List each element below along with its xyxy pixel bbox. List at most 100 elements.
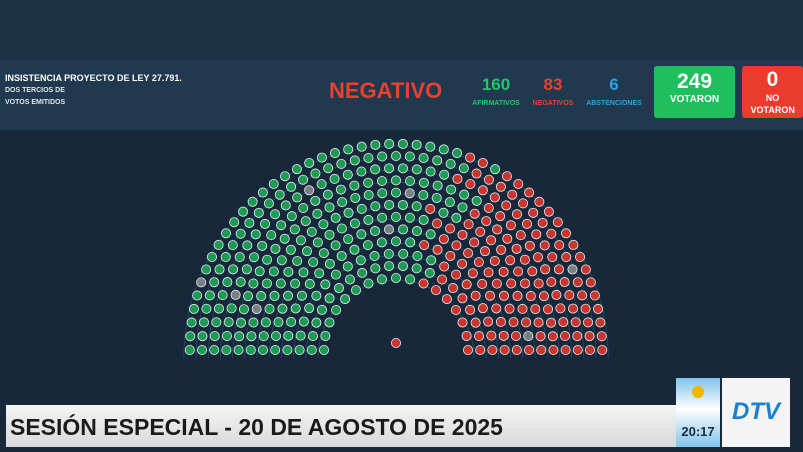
hemicycle [183, 138, 609, 359]
seat [437, 274, 448, 285]
seat [451, 269, 462, 280]
seat [221, 228, 232, 239]
seat [362, 240, 373, 251]
seat [572, 344, 583, 355]
seat [547, 331, 558, 342]
seat [431, 285, 442, 296]
seat [235, 228, 246, 239]
seat [314, 268, 325, 279]
seat [238, 206, 249, 217]
seat [448, 283, 459, 294]
seat [489, 256, 500, 267]
seat [511, 243, 522, 254]
seat [398, 248, 409, 259]
seat [283, 290, 294, 301]
seat [276, 255, 287, 266]
seat [483, 203, 494, 214]
seat [209, 344, 220, 355]
seat [269, 290, 280, 301]
seat [432, 218, 443, 229]
seat [441, 294, 452, 305]
seat [471, 168, 482, 179]
seat [477, 278, 488, 289]
seat [477, 303, 488, 314]
seat [211, 317, 222, 328]
seat [280, 200, 291, 211]
seat [446, 184, 457, 195]
seat [536, 344, 547, 355]
seat [426, 255, 437, 266]
seat [188, 303, 199, 314]
seat [538, 291, 549, 302]
tally-label: AFIRMATIVOS [472, 100, 520, 107]
seat [270, 209, 281, 220]
clock: 20:17 [681, 424, 715, 439]
seat [483, 316, 494, 327]
seat [295, 330, 306, 341]
seat [431, 192, 442, 203]
banner-text: SESIÓN ESPECIAL - 20 DE AGOSTO DE 2025 [10, 414, 503, 440]
seat [296, 290, 307, 301]
seat [298, 203, 309, 214]
seat [262, 254, 273, 265]
seat [234, 252, 245, 263]
seat [519, 254, 530, 265]
seat [286, 316, 297, 327]
seat [323, 163, 334, 174]
seat [268, 178, 279, 189]
row-arc [305, 267, 487, 359]
seat [521, 317, 532, 328]
tally-label: ABSTENCIONES [586, 100, 642, 107]
seat [277, 303, 288, 314]
sun [692, 386, 704, 398]
seat [580, 303, 591, 314]
seat [534, 196, 545, 207]
seat [483, 174, 494, 185]
seat [583, 317, 594, 328]
seat [473, 257, 484, 268]
seat [363, 278, 374, 289]
seat [465, 304, 476, 315]
seat [286, 181, 297, 192]
seat [306, 344, 317, 355]
seat [558, 317, 569, 328]
seat [238, 304, 249, 315]
seat [384, 138, 395, 149]
seat [405, 274, 416, 285]
row-arc [268, 230, 524, 359]
seat [438, 207, 449, 218]
seat [505, 220, 516, 231]
seat [496, 244, 507, 255]
seat [548, 344, 559, 355]
total-label: NO VOTARON [750, 93, 795, 115]
seat [411, 263, 422, 274]
seat [310, 195, 321, 206]
seat [198, 317, 209, 328]
seat [528, 207, 539, 218]
seat [568, 303, 579, 314]
seat [499, 344, 510, 355]
seat [532, 252, 543, 263]
seat [343, 144, 354, 155]
seat [469, 208, 480, 219]
seat [527, 266, 538, 277]
seat [486, 330, 497, 341]
seat [376, 274, 387, 285]
seat [308, 257, 319, 268]
seat [370, 164, 381, 175]
seat [214, 264, 225, 275]
seat [258, 331, 269, 342]
seat [412, 251, 423, 262]
seat [344, 274, 355, 285]
seat [451, 212, 462, 223]
seat [228, 264, 239, 275]
seat [283, 330, 294, 341]
seat [290, 303, 301, 314]
seat [520, 278, 531, 289]
seat [445, 158, 456, 169]
seat [524, 344, 535, 355]
seat [320, 279, 331, 290]
seat [311, 317, 322, 328]
row-arc [244, 206, 548, 359]
